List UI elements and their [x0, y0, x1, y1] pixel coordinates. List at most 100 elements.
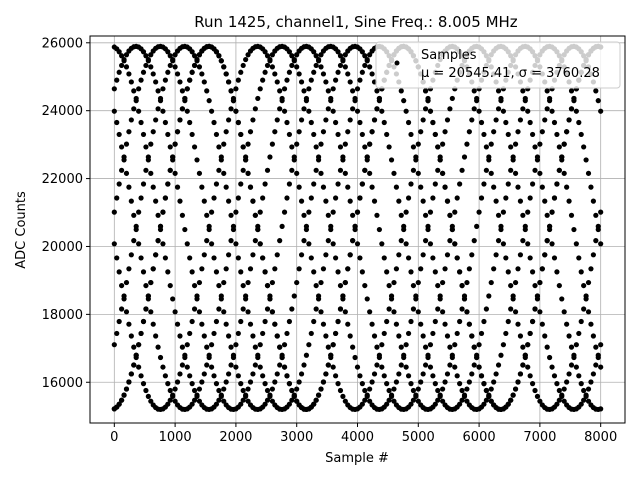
data-point [313, 282, 319, 289]
data-point [340, 296, 346, 302]
data-point [245, 309, 251, 315]
data-point [148, 52, 154, 58]
data-point [559, 296, 565, 302]
data-point [189, 401, 195, 407]
data-point [121, 157, 127, 163]
data-point [529, 181, 536, 187]
data-point [444, 371, 451, 377]
data-point [566, 117, 572, 123]
data-point [296, 184, 302, 190]
data-point [508, 397, 514, 403]
data-point [437, 392, 443, 398]
data-point [260, 255, 266, 261]
data-point [291, 154, 297, 160]
data-point [306, 342, 312, 348]
data-point [191, 397, 198, 403]
data-point [476, 209, 482, 215]
data-point [442, 184, 448, 190]
data-point [262, 69, 268, 75]
data-point [216, 306, 222, 312]
data-point [257, 241, 263, 247]
data-point [573, 342, 579, 348]
data-point [483, 397, 489, 403]
data-point [576, 255, 582, 261]
data-point [252, 344, 258, 350]
data-point [449, 95, 455, 102]
data-point [374, 362, 380, 368]
data-point [148, 141, 154, 147]
data-point [342, 170, 348, 176]
data-point [556, 144, 562, 150]
data-point [568, 362, 575, 368]
data-point [126, 184, 132, 190]
data-point [126, 379, 132, 385]
data-point [245, 279, 251, 286]
data-point [454, 195, 460, 201]
data-point [303, 352, 310, 358]
data-point [235, 255, 241, 261]
data-point [500, 108, 507, 114]
data-point [544, 106, 550, 112]
data-point [461, 293, 468, 299]
data-point [505, 131, 511, 138]
data-point [559, 393, 565, 399]
data-point [350, 344, 356, 350]
data-point [454, 255, 460, 261]
data-point [532, 144, 538, 150]
data-point [187, 119, 193, 126]
data-point [264, 167, 271, 173]
data-point [264, 62, 271, 69]
legend-label: Samples [421, 48, 477, 63]
data-point [174, 321, 181, 327]
data-point [279, 223, 285, 229]
data-point [432, 318, 438, 325]
data-point [525, 364, 531, 370]
data-point [364, 157, 370, 163]
data-point [257, 209, 263, 215]
data-point [493, 252, 499, 258]
data-point [155, 344, 161, 350]
data-point [216, 144, 222, 150]
data-point [223, 184, 229, 190]
data-point [267, 154, 273, 160]
data-point [184, 364, 190, 370]
data-point [583, 296, 589, 302]
data-point [291, 392, 297, 398]
data-point [138, 255, 144, 261]
data-point [272, 321, 278, 327]
data-point [111, 108, 117, 114]
data-point [491, 184, 497, 190]
data-point [213, 49, 220, 55]
data-point [333, 77, 339, 83]
y-tick-label: 18000 [42, 308, 83, 323]
data-point [223, 129, 229, 135]
data-point [143, 387, 149, 394]
data-point [325, 212, 331, 218]
data-point [267, 56, 273, 63]
data-point [226, 371, 232, 377]
data-point [153, 333, 159, 339]
data-point [216, 167, 222, 173]
data-point [330, 241, 336, 247]
data-point [369, 129, 375, 135]
data-point [457, 401, 463, 407]
data-point [140, 269, 147, 275]
data-point [157, 223, 164, 229]
data-point [542, 198, 548, 204]
data-point [148, 279, 154, 286]
data-point [573, 364, 579, 370]
data-point [238, 269, 244, 275]
data-point [401, 98, 407, 104]
data-point [522, 223, 528, 229]
data-point [177, 198, 183, 204]
data-point [306, 209, 312, 215]
data-point [272, 71, 278, 77]
data-point [566, 371, 572, 377]
data-point [590, 252, 596, 258]
data-point [391, 386, 397, 392]
data-point [272, 129, 278, 135]
data-point [551, 373, 558, 379]
legend-box [375, 41, 621, 89]
data-point [155, 88, 161, 94]
data-point [457, 381, 463, 387]
